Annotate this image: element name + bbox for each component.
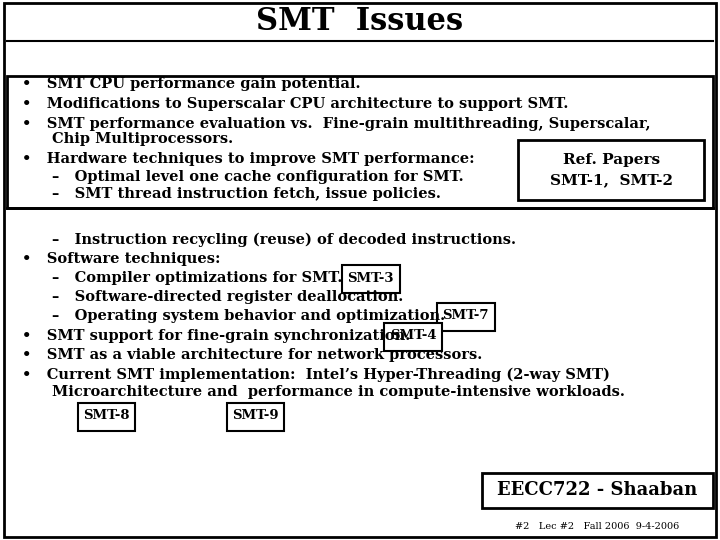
FancyBboxPatch shape [78, 403, 135, 431]
Text: •   Software techniques:: • Software techniques: [22, 252, 220, 266]
Text: •   SMT CPU performance gain potential.: • SMT CPU performance gain potential. [22, 77, 360, 91]
Text: –   Compiler optimizations for SMT.: – Compiler optimizations for SMT. [52, 271, 342, 285]
Text: –   Operating system behavior and optimization.: – Operating system behavior and optimiza… [52, 309, 445, 323]
Text: •   Hardware techniques to improve SMT performance:: • Hardware techniques to improve SMT per… [22, 152, 474, 166]
FancyBboxPatch shape [384, 323, 442, 351]
FancyBboxPatch shape [518, 140, 704, 200]
FancyBboxPatch shape [227, 403, 284, 431]
Text: SMT-7: SMT-7 [443, 309, 489, 322]
FancyBboxPatch shape [7, 76, 713, 208]
Text: SMT  Issues: SMT Issues [256, 6, 464, 37]
Text: •   Modifications to Superscalar CPU architecture to support SMT.: • Modifications to Superscalar CPU archi… [22, 97, 568, 111]
Text: –   Optimal level one cache configuration for SMT.: – Optimal level one cache configuration … [52, 170, 464, 184]
FancyBboxPatch shape [4, 3, 716, 537]
Text: •   SMT support for fine-grain synchronization.: • SMT support for fine-grain synchroniza… [22, 329, 410, 343]
Text: SMT-8: SMT-8 [84, 409, 130, 422]
Text: #2   Lec #2   Fall 2006  9-4-2006: #2 Lec #2 Fall 2006 9-4-2006 [516, 522, 680, 531]
Text: Chip Multiprocessors.: Chip Multiprocessors. [52, 132, 233, 146]
FancyBboxPatch shape [437, 303, 495, 331]
Text: EECC722 - Shaaban: EECC722 - Shaaban [498, 481, 698, 499]
Text: SMT-4: SMT-4 [390, 329, 436, 342]
Text: •   Current SMT implementation:  Intel’s Hyper-Threading (2-way SMT): • Current SMT implementation: Intel’s Hy… [22, 368, 609, 382]
Text: SMT-3: SMT-3 [348, 272, 394, 285]
Text: Ref. Papers
SMT-1,  SMT-2: Ref. Papers SMT-1, SMT-2 [550, 153, 672, 187]
Text: •   SMT as a viable architecture for network processors.: • SMT as a viable architecture for netwo… [22, 348, 482, 362]
Text: –   Software-directed register deallocation.: – Software-directed register deallocatio… [52, 290, 403, 304]
Text: –   SMT thread instruction fetch, issue policies.: – SMT thread instruction fetch, issue po… [52, 187, 441, 201]
FancyBboxPatch shape [342, 265, 400, 293]
FancyBboxPatch shape [482, 472, 713, 508]
Text: –   Instruction recycling (reuse) of decoded instructions.: – Instruction recycling (reuse) of decod… [52, 233, 516, 247]
Text: SMT-9: SMT-9 [233, 409, 279, 422]
Text: •   SMT performance evaluation vs.  Fine-grain multithreading, Superscalar,: • SMT performance evaluation vs. Fine-gr… [22, 117, 650, 131]
Text: Microarchitecture and  performance in compute-intensive workloads.: Microarchitecture and performance in com… [52, 385, 625, 399]
